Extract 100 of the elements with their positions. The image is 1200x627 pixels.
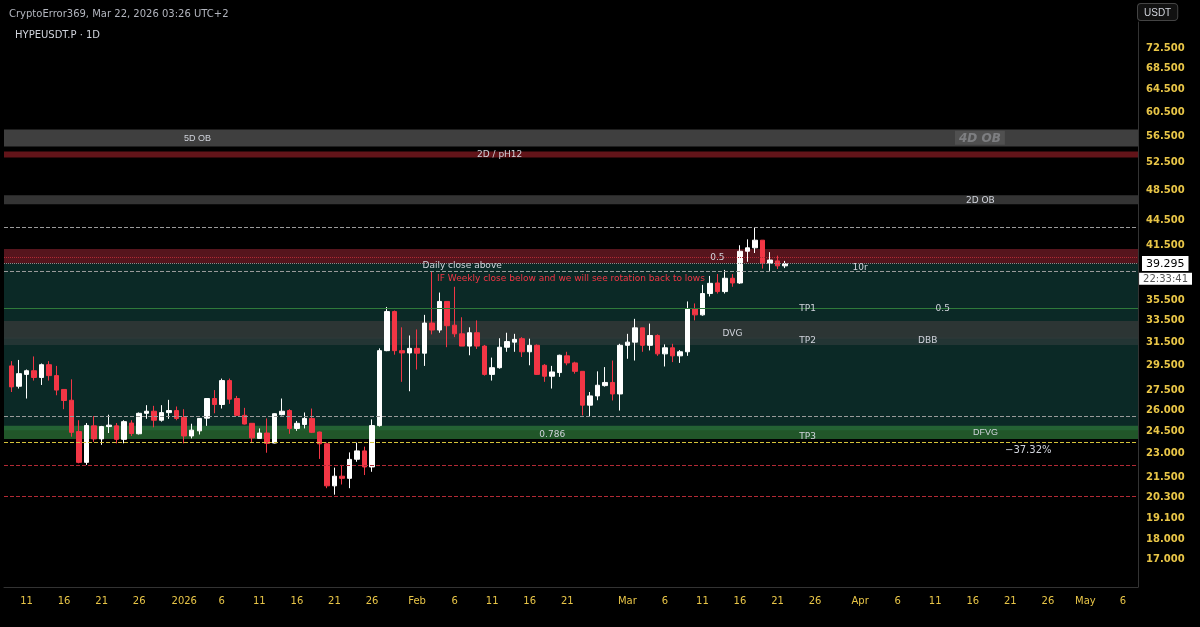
- candlestick: [302, 411, 307, 429]
- candlestick: [204, 398, 210, 427]
- annotation: TP3: [798, 430, 816, 441]
- candlestick: [377, 347, 382, 428]
- band-label: DFVG: [972, 427, 998, 438]
- candlestick: [422, 314, 427, 367]
- candlestick: [775, 255, 780, 270]
- y-tick-label: 31.500: [1146, 336, 1185, 348]
- y-tick-label: 19.100: [1146, 512, 1185, 524]
- candlestick: [324, 442, 330, 489]
- candlestick: [61, 388, 67, 410]
- annotation: −37.32%: [1005, 444, 1052, 456]
- y-axis-title: USDT: [1144, 6, 1172, 18]
- candlestick: [294, 420, 300, 432]
- candlestick: [159, 404, 164, 423]
- y-tick-label: 23.000: [1146, 446, 1185, 458]
- candlestick: [737, 244, 743, 285]
- candlestick: [617, 343, 623, 412]
- candlestick: [707, 275, 713, 297]
- x-tick-label: 11: [20, 594, 33, 606]
- annotation: Daily close above: [422, 260, 503, 271]
- candlestick: [700, 284, 705, 317]
- candlestick: [670, 343, 675, 363]
- candlestick: [166, 399, 172, 420]
- y-tick-label: 29.500: [1146, 359, 1185, 371]
- x-tick-label: 16: [290, 594, 304, 606]
- candlestick: [580, 370, 585, 416]
- y-tick-label: 41.500: [1146, 238, 1185, 250]
- candlestick: [317, 431, 322, 460]
- y-tick-label: 20.300: [1146, 490, 1185, 502]
- candlestick: [219, 378, 225, 410]
- candlestick: [76, 419, 82, 464]
- x-tick-label: 6: [218, 594, 225, 606]
- candlestick: [212, 389, 217, 414]
- candlestick: [467, 326, 472, 356]
- candlestick: [745, 238, 750, 263]
- candlestick: [24, 369, 29, 400]
- y-tick-label: 56.500: [1146, 130, 1185, 142]
- candlestick: [595, 370, 600, 401]
- candlestick: [752, 226, 758, 254]
- y-tick-label: 24.500: [1146, 424, 1185, 436]
- candlestick: [610, 360, 615, 402]
- candlestick: [662, 343, 668, 367]
- x-tick-label: 21: [95, 594, 108, 606]
- annotation: 2D / pH12: [476, 149, 523, 160]
- candlestick: [722, 269, 728, 295]
- candlestick: [91, 415, 97, 443]
- candlestick: [572, 361, 578, 375]
- candlestick: [782, 260, 788, 269]
- candlestick: [309, 408, 315, 434]
- candlestick: [39, 363, 44, 386]
- x-tick-label: Apr: [851, 594, 870, 606]
- candlestick: [452, 286, 457, 338]
- candlestick: [632, 318, 638, 362]
- candlestick: [279, 398, 285, 416]
- x-tick-label: 21: [1003, 594, 1017, 606]
- candlestick: [369, 418, 375, 473]
- candlestick: [339, 464, 345, 485]
- x-tick-label: 26: [808, 594, 822, 606]
- candlestick: [677, 349, 683, 364]
- annotation: 0.5: [710, 252, 725, 263]
- candlestick: [264, 417, 270, 454]
- x-tick-label: 21: [771, 594, 784, 606]
- x-tick-label: 2026: [171, 594, 197, 606]
- candlestick: [519, 336, 525, 358]
- candlestick: [332, 467, 337, 496]
- x-tick-label: Mar: [617, 594, 638, 606]
- chart-subtitle: CryptoError369, Mar 22, 2026 03:26 UTC+2: [9, 7, 229, 19]
- candlestick: [557, 354, 562, 378]
- text: 22:33:41: [1143, 273, 1189, 285]
- y-tick-label: 44.500: [1146, 214, 1185, 226]
- x-tick-label: May: [1075, 594, 1096, 606]
- candlestick: [84, 422, 89, 466]
- candlestick: [227, 378, 232, 405]
- candlestick: [489, 357, 495, 382]
- candlestick: [234, 395, 240, 417]
- x-tick-label: 11: [696, 594, 709, 606]
- candlestick: [399, 326, 405, 383]
- candlestick: [54, 365, 59, 396]
- candlestick: [482, 344, 487, 377]
- candlestick: [189, 423, 194, 439]
- candlestick: [640, 327, 645, 353]
- candlestick: [354, 442, 360, 463]
- candlestick: [114, 422, 119, 444]
- candlestick: [564, 351, 570, 366]
- x-tick-label: 16: [733, 594, 747, 606]
- candlestick: [474, 319, 480, 350]
- x-tick-label: 26: [365, 594, 379, 606]
- x-tick-label: 11: [928, 594, 942, 606]
- candlestick: [392, 310, 397, 356]
- annotation: DVG: [722, 327, 743, 338]
- x-tick-label: 6: [894, 594, 901, 606]
- y-tick-label: 35.500: [1146, 293, 1185, 305]
- candlestick: [69, 378, 74, 438]
- annotation: 2D OB: [965, 194, 995, 205]
- y-tick-label: 52.500: [1146, 156, 1185, 168]
- x-tick-label: 16: [57, 594, 71, 606]
- y-tick-label: 27.500: [1146, 383, 1185, 395]
- candlestick: [362, 446, 367, 476]
- y-tick-label: 68.500: [1146, 62, 1185, 74]
